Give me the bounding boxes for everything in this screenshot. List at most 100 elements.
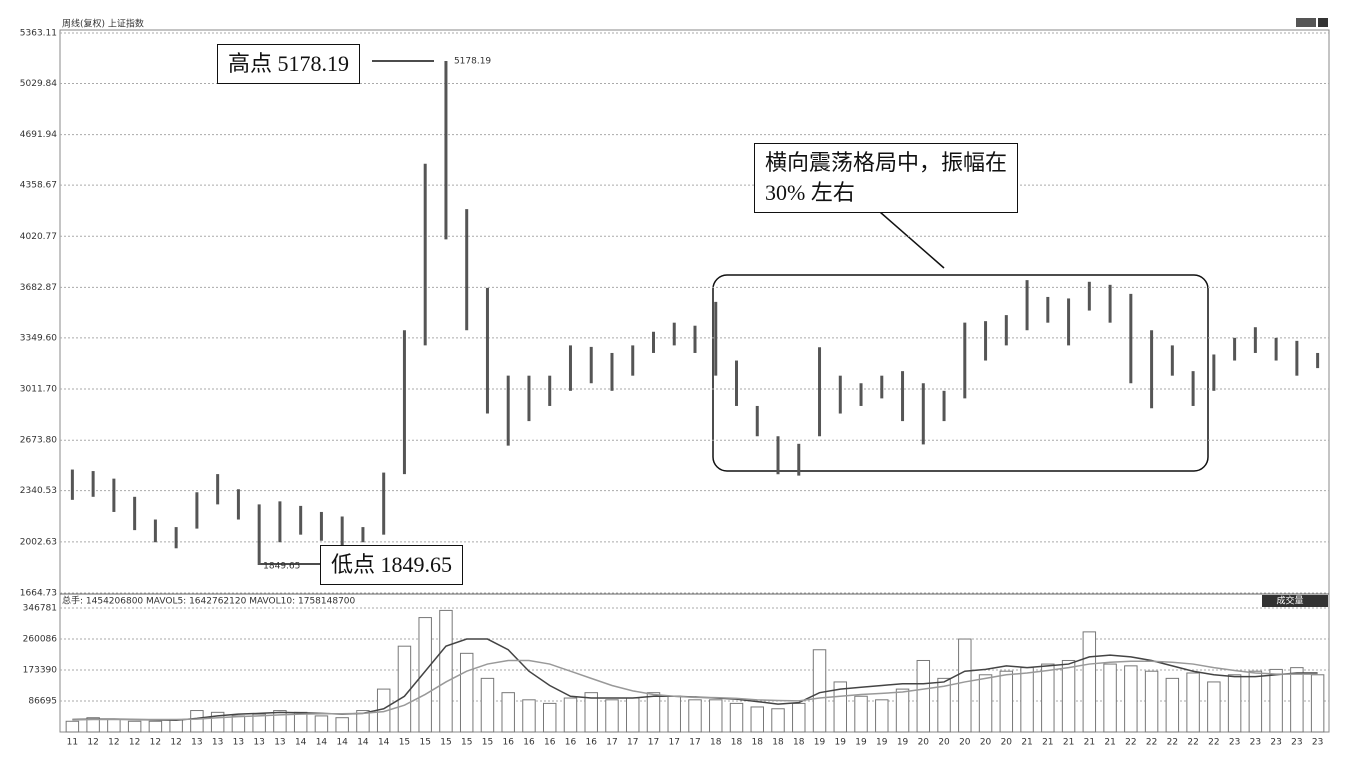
x-tick-label: 13 <box>191 738 202 748</box>
volume-bar <box>439 609 453 733</box>
volume-bar <box>812 649 827 733</box>
y-tick-label: 346781 <box>23 604 57 614</box>
x-tick-label: 18 <box>731 738 743 748</box>
volume-bar <box>563 697 578 733</box>
x-tick-label: 14 <box>295 738 307 748</box>
volume-bar <box>1227 674 1242 733</box>
volume-bar <box>1186 672 1200 733</box>
high-label: 5178.19 <box>454 57 491 67</box>
chart-title: 周线(复权) 上证指数 <box>62 18 144 30</box>
y-tick-label: 2673.80 <box>20 436 57 446</box>
volume-bar <box>999 670 1014 733</box>
arrow <box>879 211 945 269</box>
x-tick-label: 23 <box>1250 738 1261 748</box>
x-tick-label: 20 <box>918 738 930 748</box>
annotation: 横向震荡格局中，振幅在 30% 左右 <box>754 143 1018 213</box>
volume-bar <box>771 708 785 733</box>
volume-bar <box>107 718 121 733</box>
volume-bar <box>1207 681 1221 733</box>
volume-bar <box>169 718 183 733</box>
x-tick-label: 14 <box>378 738 390 748</box>
x-tick-label: 23 <box>1229 738 1240 748</box>
y-tick-label: 2002.63 <box>20 537 57 547</box>
x-tick-label: 20 <box>959 738 971 748</box>
x-tick-label: 22 <box>1125 738 1136 748</box>
volume-bar <box>1124 665 1138 733</box>
volume-bar <box>875 699 889 733</box>
volume-bar <box>293 711 308 733</box>
volume-bar <box>65 720 80 733</box>
volume-bar <box>335 717 349 733</box>
x-tick-label: 21 <box>1063 738 1074 748</box>
x-tick-label: 20 <box>938 738 950 748</box>
volume-bar <box>1144 670 1159 733</box>
x-tick-label: 15 <box>399 738 410 748</box>
x-tick-label: 20 <box>980 738 992 748</box>
volume-button[interactable] <box>1262 595 1328 607</box>
volume-bar <box>688 699 702 733</box>
x-tick-label: 23 <box>1270 738 1281 748</box>
x-tick-label: 17 <box>648 738 659 748</box>
volume-bar <box>916 659 931 733</box>
volume-bar <box>646 692 661 733</box>
volume-bar <box>397 645 412 733</box>
x-tick-label: 21 <box>1084 738 1095 748</box>
volume-bar <box>978 674 993 733</box>
y-tick-label: 5363.11 <box>20 29 57 39</box>
volume-ma-line <box>72 659 1318 721</box>
y-tick-label: 173390 <box>23 666 58 676</box>
low-label: 1849.65 <box>263 561 300 571</box>
volume-bar <box>1061 659 1076 733</box>
x-tick-label: 22 <box>1167 738 1178 748</box>
volume-bar <box>1269 668 1283 733</box>
x-tick-label: 13 <box>212 738 223 748</box>
volume-bar <box>1290 667 1304 733</box>
x-tick-label: 12 <box>87 738 98 748</box>
x-tick-label: 22 <box>1146 738 1157 748</box>
x-tick-label: 14 <box>316 738 328 748</box>
volume-bar <box>148 720 163 733</box>
x-tick-label: 19 <box>855 738 867 748</box>
y-tick-label: 4020.77 <box>20 232 57 242</box>
x-tick-label: 12 <box>108 738 119 748</box>
x-tick-label: 18 <box>793 738 805 748</box>
x-tick-label: 13 <box>274 738 285 748</box>
x-tick-label: 16 <box>523 738 535 748</box>
x-tick-label: 22 <box>1187 738 1198 748</box>
x-tick-label: 20 <box>1001 738 1013 748</box>
volume-bar <box>1020 667 1034 733</box>
x-tick-label: 19 <box>897 738 909 748</box>
x-tick-label: 16 <box>565 738 577 748</box>
x-tick-label: 15 <box>461 738 472 748</box>
volume-bar <box>459 652 474 733</box>
x-tick-label: 17 <box>669 738 680 748</box>
x-tick-label: 15 <box>419 738 430 748</box>
volume-title: 总手: 1454206800 MAVOL5: 1642762120 MAVOL1… <box>62 595 356 607</box>
tool-icon[interactable] <box>1296 18 1316 27</box>
volume-bar <box>1165 677 1180 733</box>
y-tick-label: 2340.53 <box>20 486 57 496</box>
volume-bar <box>729 702 744 733</box>
volume-bar <box>418 617 432 733</box>
volume-bar <box>231 715 246 733</box>
x-tick-label: 12 <box>150 738 161 748</box>
y-tick-label: 4358.67 <box>20 181 57 191</box>
volume-bar <box>854 695 868 733</box>
x-tick-label: 21 <box>1042 738 1053 748</box>
x-tick-label: 19 <box>814 738 826 748</box>
x-tick-label: 13 <box>253 738 264 748</box>
x-tick-label: 18 <box>752 738 764 748</box>
volume-bar <box>1041 663 1055 733</box>
volume-bar <box>958 638 972 733</box>
x-tick-label: 23 <box>1291 738 1302 748</box>
x-tick-label: 14 <box>336 738 348 748</box>
x-tick-label: 14 <box>357 738 369 748</box>
volume-bar <box>605 699 619 733</box>
tool-icon[interactable] <box>1318 18 1328 27</box>
x-tick-label: 16 <box>502 738 514 748</box>
volume-button-label[interactable]: 成交量 <box>1276 595 1303 607</box>
annotation: 高点 5178.19 <box>217 44 361 84</box>
x-tick-label: 21 <box>1021 738 1032 748</box>
